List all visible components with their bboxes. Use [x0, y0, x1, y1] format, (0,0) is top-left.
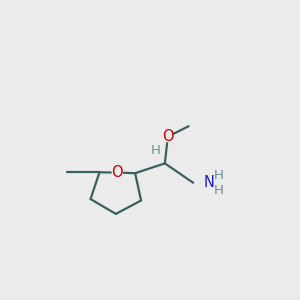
Text: N: N [204, 175, 215, 190]
Text: H: H [213, 169, 223, 182]
Text: O: O [162, 129, 174, 144]
Text: H: H [150, 144, 160, 157]
Text: O: O [112, 165, 123, 180]
Text: H: H [213, 184, 223, 196]
